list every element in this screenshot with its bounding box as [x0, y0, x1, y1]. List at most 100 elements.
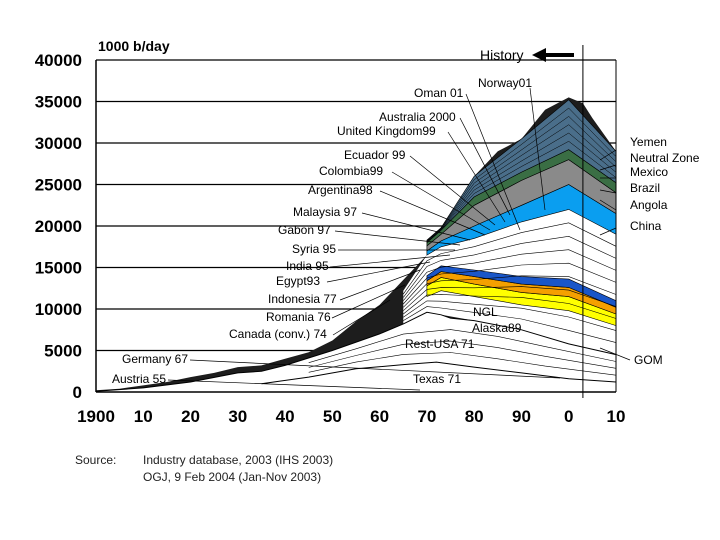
y-tick-30000: 30000 — [35, 134, 82, 153]
y-tick-20000: 20000 — [35, 217, 82, 236]
leader-line-21 — [599, 199, 617, 211]
label-indonesia: Indonesia 77 — [268, 292, 337, 306]
leader-line-18 — [599, 164, 617, 171]
series-line-texas — [261, 361, 617, 385]
series-line-ngl — [308, 329, 617, 363]
label-germany: Germany 67 — [122, 352, 188, 366]
label-china: China — [630, 219, 662, 233]
x-tick-1980: 80 — [465, 407, 484, 426]
source-label: Source: — [75, 453, 117, 467]
x-tick-1930: 30 — [228, 407, 247, 426]
leader-line-3 — [447, 131, 506, 223]
label-oman: Oman 01 — [414, 86, 464, 100]
country-line-3 — [403, 294, 617, 319]
x-tick-2000: 0 — [564, 407, 573, 426]
country-line-5 — [403, 275, 617, 308]
y-tick-15000: 15000 — [35, 259, 82, 278]
leader-line-23 — [599, 347, 631, 361]
label-gabon: Gabon 97 — [278, 223, 331, 237]
axes — [95, 59, 617, 393]
history-label: History — [480, 47, 524, 63]
leader-line-12 — [339, 269, 421, 301]
series-line-rest-usa — [95, 311, 617, 392]
upper-country-line-1 — [426, 141, 617, 243]
label-ecuador: Ecuador 99 — [344, 148, 406, 162]
x-tick-1940: 40 — [276, 407, 295, 426]
upper-country-line-2 — [426, 132, 617, 242]
leader-line-17 — [599, 149, 617, 161]
label-brazil: Brazil — [630, 181, 660, 195]
y-tick-10000: 10000 — [35, 300, 82, 319]
series-line-gom — [308, 352, 617, 376]
label-gom: GOM — [634, 353, 663, 367]
leader-line-2 — [459, 117, 511, 216]
leader-line-22 — [599, 227, 617, 236]
label-romania: Romania 76 — [266, 310, 331, 324]
x-tick-1920: 20 — [181, 407, 200, 426]
y-tick-40000: 40000 — [35, 51, 82, 70]
x-tick-1910: 10 — [134, 407, 153, 426]
label-yemen: Yemen — [630, 135, 667, 149]
upper-country-line-3 — [426, 124, 617, 242]
leader-line-11 — [326, 261, 431, 283]
y-tick-35000: 35000 — [35, 93, 82, 112]
country-line-8 — [403, 235, 617, 298]
y-tick-0: 0 — [73, 383, 82, 402]
leader-line-15 — [189, 359, 561, 379]
leader-line-14 — [332, 299, 391, 336]
upper-country-line-4 — [426, 116, 617, 242]
source-line-2: OGJ, 9 Feb 2004 (Jan-Nov 2003) — [143, 470, 322, 484]
left-annotations: Oman 01 Norway01 Australia 2000 United K… — [112, 76, 532, 386]
leader-line-5 — [391, 171, 491, 231]
leader-line-10 — [329, 254, 451, 268]
leader-line-0 — [465, 93, 521, 231]
history-arrow-icon — [532, 48, 574, 62]
label-india: India 95 — [286, 259, 329, 273]
annotation-leader-lines — [167, 87, 631, 391]
x-tick-2010: 10 — [607, 407, 626, 426]
x-tick-1950: 50 — [323, 407, 342, 426]
label-norway: Norway01 — [478, 76, 532, 90]
x-tick-1960: 60 — [370, 407, 389, 426]
label-canada: Canada (conv.) 74 — [229, 327, 327, 341]
country-line-2 — [403, 300, 617, 331]
leader-line-4 — [409, 155, 496, 226]
leader-line-1 — [529, 87, 546, 211]
leader-line-13 — [331, 284, 406, 319]
label-angola: Angola — [630, 198, 668, 212]
y-tick-labels: 0 5000 10000 15000 20000 25000 30000 35000 40000 — [35, 51, 82, 402]
leader-line-20 — [599, 189, 617, 194]
x-tick-1970: 70 — [417, 407, 436, 426]
x-tick-1900: 1900 — [77, 407, 115, 426]
leader-line-8 — [334, 230, 461, 246]
label-australia: Australia 2000 — [379, 110, 456, 124]
gridlines — [96, 59, 616, 352]
leader-line-6 — [379, 190, 486, 236]
label-alaska: Alaska89 — [472, 321, 522, 335]
y-tick-5000: 5000 — [44, 342, 82, 361]
label-austria: Austria 55 — [112, 372, 166, 386]
x-tick-1990: 90 — [512, 407, 531, 426]
x-tick-labels: 1900 10 20 30 40 50 60 70 80 90 0 10 — [77, 407, 625, 426]
y-tick-25000: 25000 — [35, 176, 82, 195]
label-malaysia: Malaysia 97 — [293, 205, 357, 219]
inner-annotations: NGL Alaska89 Rest-USA 71 Texas 71 — [405, 305, 522, 386]
country-line-9 — [403, 222, 617, 295]
label-neutral-zone: Neutral Zone — [630, 151, 700, 165]
upper-country-line-5 — [426, 107, 617, 241]
leader-line-16 — [167, 379, 421, 391]
label-colombia: Colombia99 — [319, 164, 383, 178]
right-annotations: Yemen Neutral Zone Mexico Brazil Angola … — [630, 135, 700, 367]
label-mexico: Mexico — [630, 165, 668, 179]
country-line-1 — [403, 306, 617, 343]
label-egypt: Egypt93 — [276, 274, 320, 288]
series-line-alaska — [308, 340, 617, 369]
label-argentina: Argentina98 — [308, 183, 373, 197]
area-series-layer — [96, 97, 617, 393]
label-rest-usa: Rest-USA 71 — [405, 337, 475, 351]
source-line-1: Industry database, 2003 (IHS 2003) — [143, 453, 334, 467]
label-ngl: NGL — [473, 305, 498, 319]
label-texas: Texas 71 — [413, 372, 461, 386]
line-series-layer — [95, 107, 617, 392]
